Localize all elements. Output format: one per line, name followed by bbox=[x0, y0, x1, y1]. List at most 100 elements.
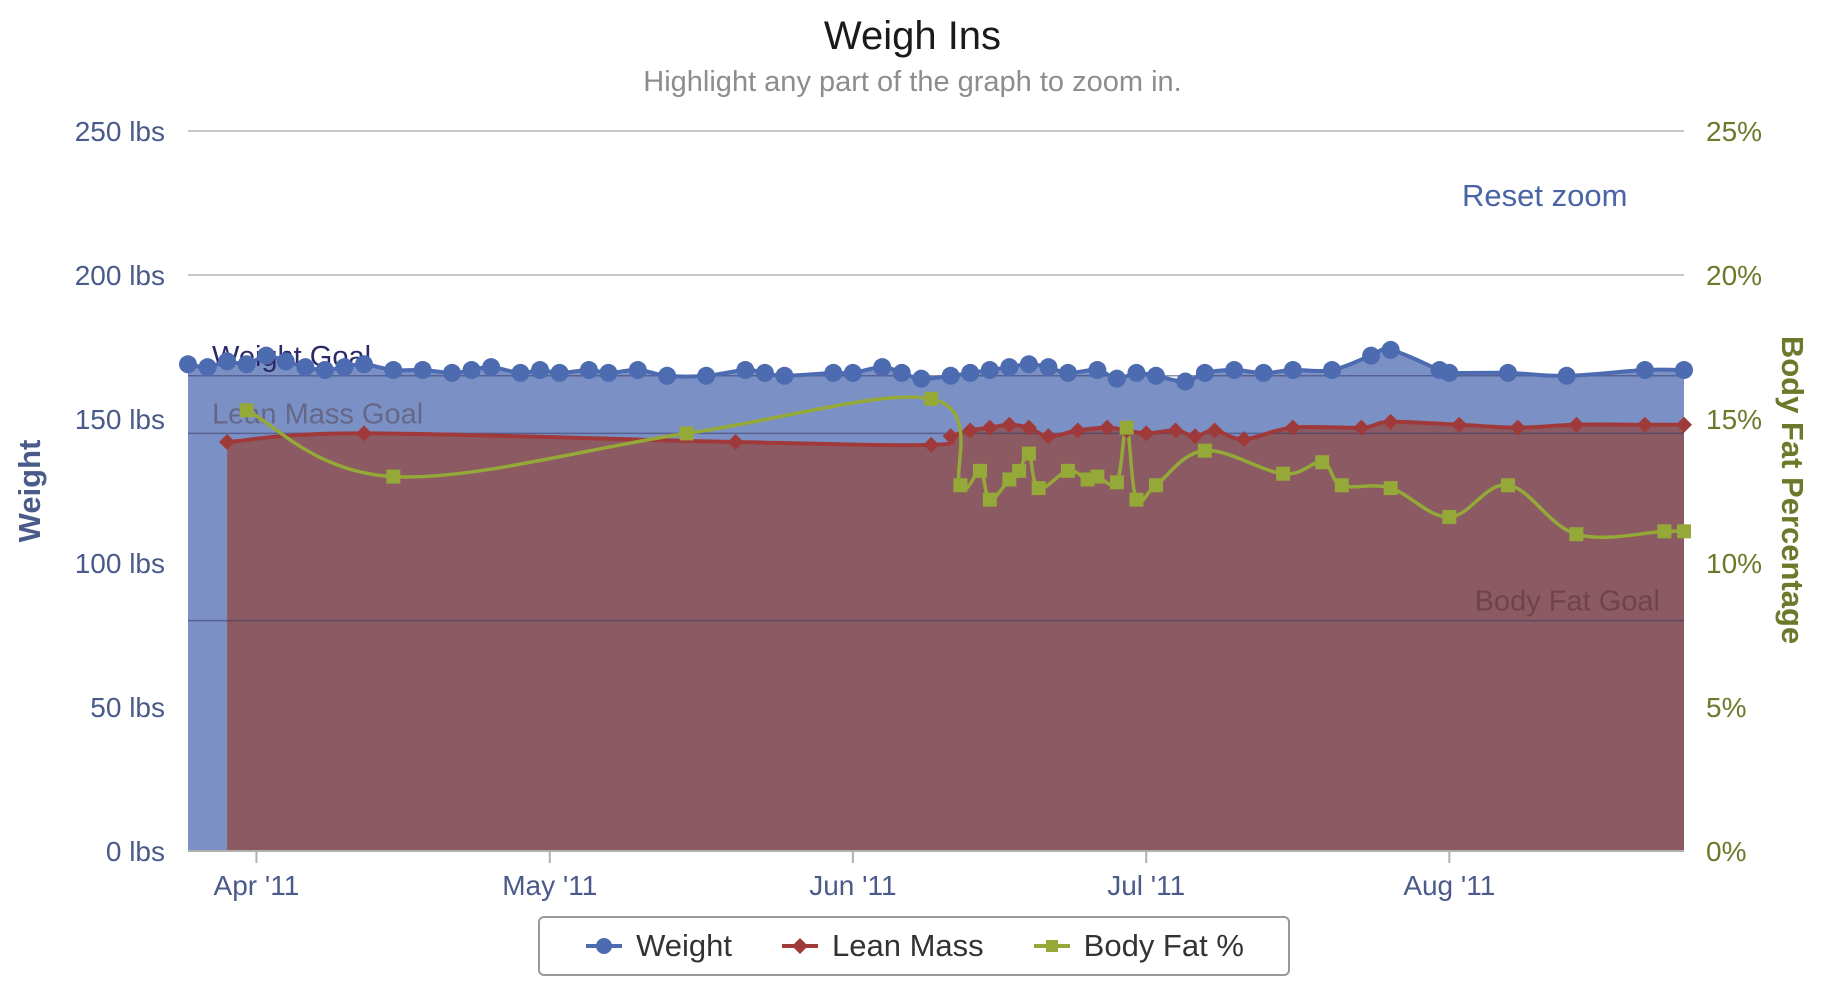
weight-point bbox=[384, 361, 403, 380]
weight-point bbox=[1176, 372, 1195, 391]
body-fat-point bbox=[1090, 469, 1105, 484]
goal-label: Body Fat Goal bbox=[1475, 586, 1660, 618]
weight-point bbox=[1000, 358, 1019, 377]
body-fat-point bbox=[1276, 466, 1291, 481]
weight-point bbox=[237, 355, 256, 374]
weight-point bbox=[1107, 369, 1126, 388]
weight-point bbox=[1019, 355, 1038, 374]
lean-mass-point bbox=[219, 434, 236, 451]
y-left-tick-label: 50 lbs bbox=[90, 692, 165, 723]
body-fat-point bbox=[973, 463, 987, 478]
legend-label-weight: Weight bbox=[636, 928, 733, 963]
lean-mass-point bbox=[1676, 416, 1692, 433]
x-tick-label: May '11 bbox=[502, 870, 597, 901]
x-tick-label: Jun '11 bbox=[809, 870, 896, 901]
lean-mass-point bbox=[1382, 413, 1399, 430]
chart-title: Weigh Ins bbox=[823, 14, 1002, 58]
x-tick-label: Aug '11 bbox=[1403, 870, 1495, 901]
x-tick-label: Apr '11 bbox=[214, 870, 300, 901]
lean-mass-point bbox=[923, 436, 940, 453]
legend-item-weight[interactable]: Weight bbox=[584, 928, 732, 964]
weight-point bbox=[179, 355, 197, 374]
weight-point bbox=[1440, 363, 1459, 382]
y-left-tick-label: 150 lbs bbox=[75, 404, 165, 435]
weight-point bbox=[335, 358, 354, 377]
lean-mass-point bbox=[1040, 428, 1057, 445]
weight-point bbox=[1675, 361, 1693, 380]
lean-mass-point bbox=[942, 428, 959, 445]
lean-mass-point bbox=[1167, 422, 1184, 439]
weight-point bbox=[1254, 363, 1273, 382]
weight-point bbox=[257, 346, 276, 365]
weight-point bbox=[1283, 361, 1302, 380]
body-fat-point bbox=[1021, 446, 1036, 461]
lean-mass-point bbox=[962, 422, 979, 439]
weight-point bbox=[755, 363, 774, 382]
weight-point bbox=[697, 366, 716, 385]
lean-mass-point bbox=[1568, 416, 1585, 433]
lean-mass-point bbox=[1187, 428, 1204, 445]
reset-zoom-button[interactable]: Reset zoom bbox=[1462, 178, 1628, 213]
weight-point bbox=[1225, 361, 1244, 380]
body-fat-point bbox=[1197, 443, 1212, 458]
weight-point bbox=[482, 358, 501, 377]
lean-mass-point bbox=[1284, 419, 1301, 436]
weight-point bbox=[843, 363, 862, 382]
weight-point bbox=[1557, 366, 1576, 385]
lean-mass-point bbox=[1236, 431, 1252, 448]
weight-point bbox=[315, 361, 334, 380]
weight-point bbox=[550, 363, 569, 382]
weight-point bbox=[961, 363, 980, 382]
lean-mass-point bbox=[356, 425, 372, 442]
weight-point bbox=[1362, 346, 1381, 365]
weight-point bbox=[218, 352, 237, 371]
weight-point bbox=[296, 358, 315, 377]
body-fat-point bbox=[1129, 492, 1144, 507]
weight-point bbox=[443, 363, 461, 382]
body-fat-point bbox=[953, 478, 968, 493]
chart-subtitle: Highlight any part of the graph to zoom … bbox=[643, 66, 1182, 98]
y-right-tick-label: 10% bbox=[1706, 548, 1762, 579]
y-right-axis-title: Body Fat Percentage bbox=[1775, 336, 1810, 644]
weight-point bbox=[1195, 363, 1214, 382]
lean-mass-point bbox=[1001, 416, 1018, 433]
lean-mass-point bbox=[1138, 425, 1155, 442]
legend-item-lean-mass[interactable]: Lean Mass bbox=[780, 928, 984, 964]
weight-point bbox=[736, 361, 755, 380]
chart-legend: Weight Lean Mass Body Fat % bbox=[538, 916, 1290, 976]
legend-item-body-fat[interactable]: Body Fat % bbox=[1032, 928, 1244, 964]
lean-mass-point bbox=[981, 419, 998, 436]
lean-mass-point bbox=[1636, 416, 1653, 433]
y-right-tick-label: 0% bbox=[1706, 836, 1746, 867]
lean-mass-point bbox=[1353, 419, 1370, 436]
weight-point bbox=[1039, 358, 1058, 377]
body-fat-point bbox=[1677, 524, 1691, 539]
body-fat-point bbox=[239, 403, 254, 418]
lean-mass-point bbox=[1099, 419, 1116, 436]
body-fat-point bbox=[1501, 478, 1515, 493]
body-fat-point bbox=[1569, 527, 1584, 542]
legend-label-body-fat: Body Fat % bbox=[1083, 928, 1244, 963]
weight-point bbox=[824, 363, 843, 382]
body-fat-point bbox=[1383, 481, 1398, 496]
body-fat-point bbox=[1657, 524, 1672, 539]
weight-point bbox=[1127, 363, 1146, 382]
weight-point bbox=[628, 361, 647, 380]
lean-mass-point bbox=[1069, 422, 1086, 439]
weight-point bbox=[599, 363, 618, 382]
lean-mass-point bbox=[1206, 422, 1223, 439]
lean-mass-area bbox=[227, 421, 1685, 851]
weight-point bbox=[873, 358, 892, 377]
body-fat-point bbox=[1031, 481, 1046, 496]
weight-point bbox=[1381, 340, 1400, 359]
y-left-tick-label: 100 lbs bbox=[75, 548, 165, 579]
body-fat-point bbox=[386, 469, 401, 484]
lean-mass-line bbox=[226, 419, 1684, 448]
y-left-tick-label: 200 lbs bbox=[75, 260, 165, 291]
body-fat-point bbox=[679, 426, 694, 441]
weight-point bbox=[531, 361, 549, 380]
diamond-marker-icon bbox=[782, 938, 819, 954]
weight-point bbox=[579, 361, 598, 380]
circle-marker-icon bbox=[586, 938, 623, 954]
